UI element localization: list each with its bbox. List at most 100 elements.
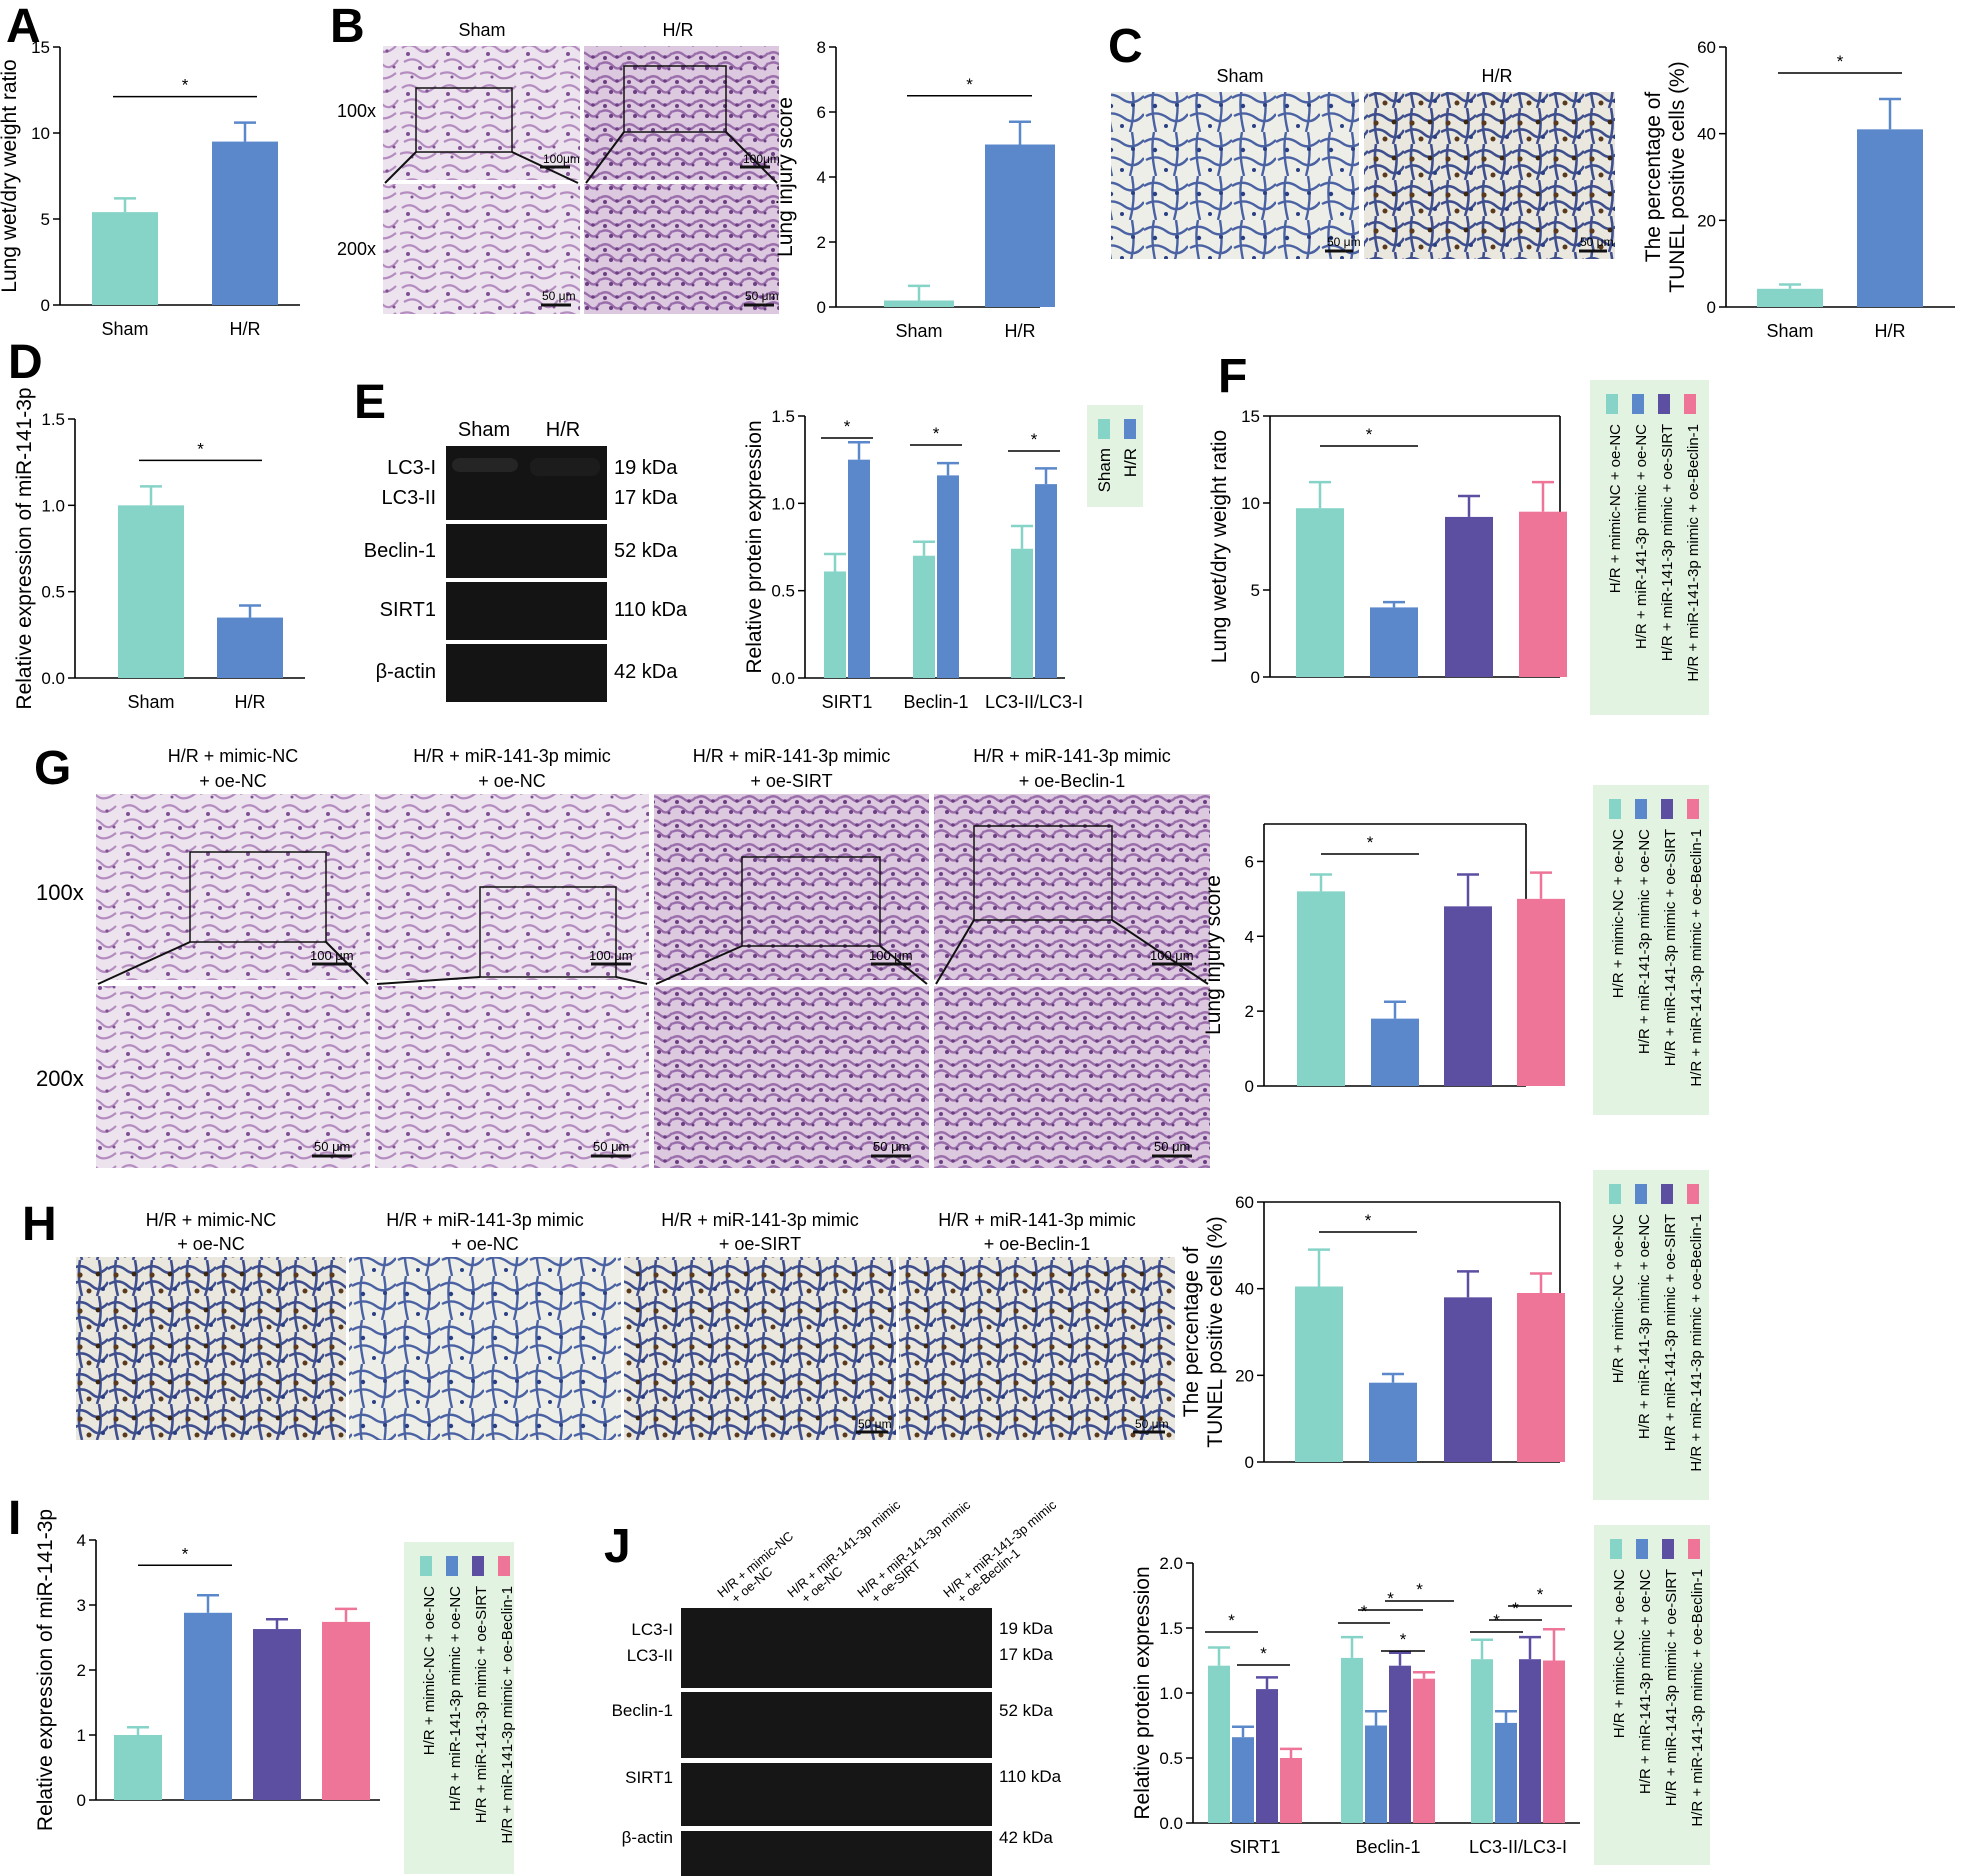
tunel-micrograph: [76, 1257, 346, 1440]
significance-star: *: [1512, 1599, 1519, 1618]
y-tick-label: 40: [1235, 1280, 1254, 1299]
legend-i: H/R + mimic-NC + oe-NC H/R + miR-141-3p m…: [404, 1542, 516, 1874]
y-axis-label: Lung wet/dry weight ratio: [1208, 430, 1231, 663]
legend-label-hr: H/R: [1121, 448, 1140, 477]
image-title: + oe-SIRT: [719, 1234, 801, 1254]
panel-label-j: J: [604, 1520, 631, 1573]
g-mag-100: 100x: [36, 880, 84, 905]
tunel-micrograph: [899, 1257, 1175, 1440]
g-mag-200: 200x: [36, 1066, 84, 1091]
bar: [1389, 1665, 1411, 1823]
legend-swatch: [498, 1556, 510, 1576]
image-title: + oe-Beclin-1: [984, 1234, 1091, 1254]
bar: [1296, 508, 1344, 677]
blot-row-label: β-actin: [376, 661, 436, 683]
legend-swatch: [1684, 394, 1696, 414]
x-category-label: Sham: [1766, 321, 1813, 341]
bar: [1011, 548, 1033, 678]
chart-g: 0 2 4 6 Lung injury score *: [1202, 823, 1565, 1096]
bar: [1256, 1689, 1278, 1823]
e-lane-hr: H/R: [546, 419, 580, 441]
zoom-link: [325, 941, 369, 985]
bar: [1297, 891, 1345, 1086]
panel-d: D 0.0 0.5 1.0 1.5 Relative expression of miR…: [8, 336, 305, 712]
bar: [1471, 1659, 1493, 1823]
significance-star: *: [1387, 1589, 1394, 1608]
chart-e: 0.0 0.5 1.0 1.5 Relative protein expression S…: [743, 407, 1083, 712]
y-tick-label: 20: [1697, 211, 1716, 230]
legend-g: H/R + mimic-NC + oe-NC H/R + miR-141-3p m…: [1593, 785, 1709, 1115]
panel-i: I 0 1 2 3 4 Relative expression of miR-141-3p…: [8, 1492, 516, 1874]
panel-label-b: B: [330, 0, 365, 53]
y-tick-label: 6: [1245, 852, 1254, 871]
e-lane-sham: Sham: [458, 419, 510, 441]
c-col-hr: H/R: [1482, 66, 1513, 86]
chart-d: 0.0 0.5 1.0 1.5 Relative expression of miR-1…: [13, 387, 305, 712]
scale-bar-label: 100 μm: [589, 948, 633, 963]
chart-b: 0 2 4 6 8 Lung injury score Sham H/R *: [774, 38, 1055, 341]
x-category-label: Beclin-1: [903, 692, 968, 712]
bar: [1280, 1758, 1302, 1823]
image-title: + oe-SIRT: [750, 771, 832, 791]
y-tick-label: 0: [1707, 298, 1716, 317]
y-tick-label: 1: [77, 1726, 86, 1745]
x-category-label: H/R: [230, 319, 261, 339]
significance-star: *: [1366, 425, 1373, 444]
y-tick-label: 4: [817, 168, 826, 187]
legend-swatch: [1687, 1184, 1699, 1204]
bar: [114, 1735, 162, 1800]
blot-kda-label: 110 kDa: [614, 599, 688, 621]
legend-label: H/R + miR-141-3p mimic + oe-SIRT: [473, 1586, 490, 1823]
blot-row-label: Beclin-1: [612, 1701, 673, 1720]
bar: [1517, 1293, 1565, 1462]
bar: [1295, 1286, 1343, 1462]
bar: [322, 1621, 370, 1800]
significance-star: *: [1260, 1644, 1267, 1663]
legend-label: H/R + mimic-NC + oe-NC: [1607, 424, 1624, 593]
scale-bar-label: 50 μm: [745, 289, 779, 303]
bar: [884, 300, 954, 307]
y-tick-label: 0: [1245, 1077, 1254, 1096]
scale-bar-label: 50 μm: [873, 1139, 909, 1154]
y-tick-label: 15: [1241, 407, 1260, 426]
bar: [1444, 906, 1492, 1086]
y-axis-label: Lung injury score: [774, 97, 797, 257]
y-tick-label: 2.0: [1159, 1554, 1183, 1573]
y-tick-label: 1.0: [1159, 1684, 1183, 1703]
chart-f: 0 5 10 15 Lung wet/dry weight ratio *: [1208, 407, 1567, 687]
legend-label: H/R + mimic-NC + oe-NC: [421, 1586, 438, 1755]
zoom-box: [479, 886, 617, 978]
y-tick-label: 8: [817, 38, 826, 57]
blot-strip: [681, 1763, 992, 1826]
image-title: H/R + miR-141-3p mimic: [973, 746, 1171, 766]
significance-star: *: [182, 1544, 189, 1563]
y-axis-label: Lung injury score: [1202, 875, 1225, 1035]
significance-star: *: [933, 424, 940, 443]
y-tick-label: 1.5: [41, 410, 65, 429]
y-tick-label: 20: [1235, 1366, 1254, 1385]
bar: [913, 555, 935, 678]
legend-box: [1593, 1170, 1709, 1500]
tunel-micrograph: [624, 1257, 896, 1440]
image-title: H/R + mimic-NC: [168, 746, 299, 766]
panel-label-c: C: [1108, 20, 1143, 73]
y-axis-label: The percentage of: [1180, 1247, 1203, 1418]
tunel-micrograph: [349, 1257, 621, 1440]
legend-label: H/R + mimic-NC + oe-NC: [1610, 829, 1627, 998]
micro-c-hr: [1364, 92, 1615, 259]
y-tick-label: 4: [77, 1531, 86, 1550]
blot-kda-label: 52 kDa: [999, 1701, 1053, 1720]
y-tick-label: 0: [41, 296, 50, 315]
micro-c-sham: [1111, 92, 1359, 259]
blot-row-label: SIRT1: [625, 1768, 673, 1787]
panel-h: H H/R + mimic-NC + oe-NC H/R + miR-141-3p …: [22, 1170, 1709, 1500]
legend-label: H/R + miR-141-3p mimic + oe-Beclin-1: [1689, 1569, 1706, 1827]
zoom-box: [623, 65, 727, 133]
blot-row-label: LC3-I: [631, 1620, 673, 1639]
bar: [1371, 1018, 1419, 1086]
micrograph-100x: [934, 794, 1210, 980]
chart-h: 0 20 40 60 The percentage of TUNEL positive c…: [1180, 1193, 1565, 1472]
legend-label: H/R + miR-141-3p mimic + oe-SIRT: [1662, 829, 1679, 1066]
panel-label-a: A: [6, 0, 41, 53]
zoom-link: [97, 941, 191, 985]
